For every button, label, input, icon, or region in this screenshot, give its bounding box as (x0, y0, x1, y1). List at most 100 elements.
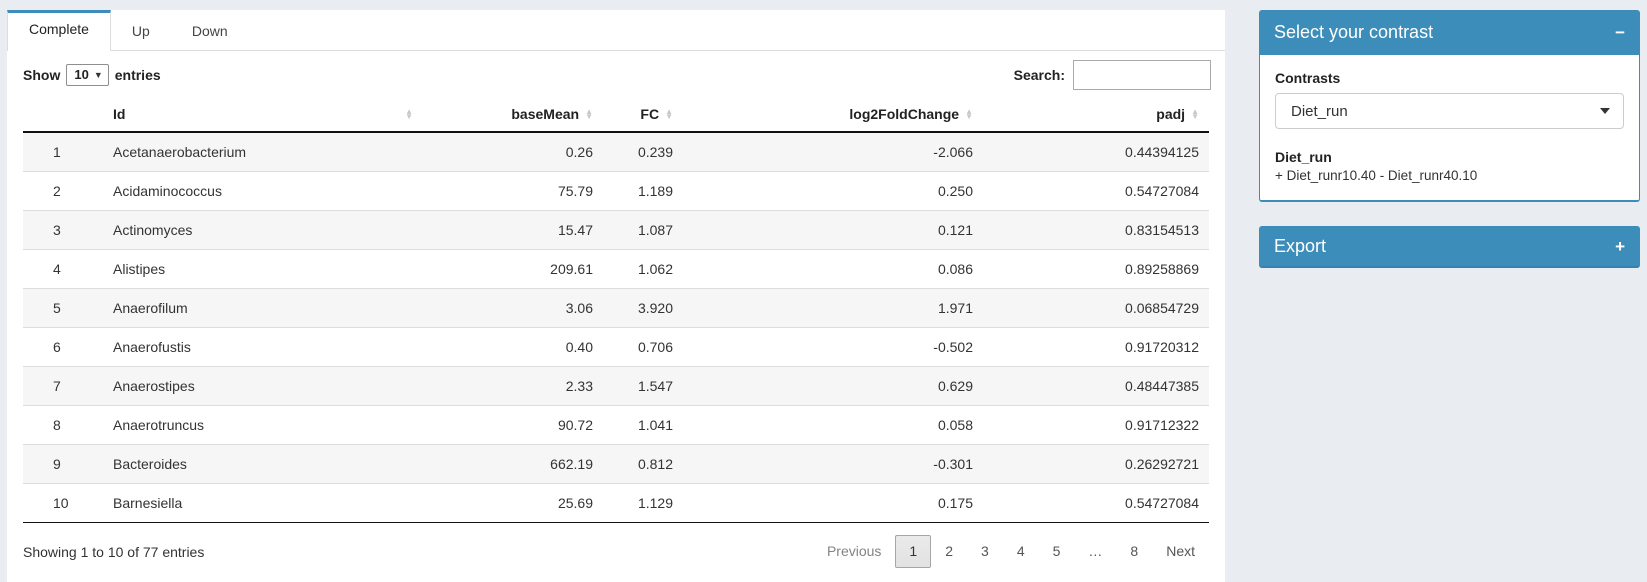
results-table-wrap: Id ▲ ▼ baseMean ▲ ▼ FC ▲ ▼ log2FoldChange ▲ ▼ padj ▲ ▼… (7, 97, 1225, 523)
entries-label: entries (114, 67, 161, 83)
table-cell: Actinomyces (103, 210, 423, 250)
table-cell: -0.502 (683, 327, 983, 367)
table-row: 10 Barnesiella 25.69 1.129 0.175 0.54727084 (23, 483, 1209, 523)
column-label: baseMean (511, 106, 580, 122)
page-button-8[interactable]: 8 (1130, 543, 1139, 559)
table-row: 6 Anaerofustis 0.40 0.706 -0.502 0.91720312 (23, 327, 1209, 367)
table-row: 1 Acetanaerobacterium 0.26 0.239 -2.066 0.443… (23, 132, 1209, 172)
table-cell: 0.40 (423, 327, 603, 367)
table-cell: 10 (23, 483, 103, 523)
table-cell: 3 (23, 210, 103, 250)
table-cell: 75.79 (423, 171, 603, 211)
table-cell: 90.72 (423, 405, 603, 445)
table-row: 9 Bacteroides 662.19 0.812 -0.301 0.26292721 (23, 444, 1209, 484)
column-label: FC (640, 106, 660, 122)
table-cell: 0.121 (683, 210, 983, 250)
table-cell: 0.06854729 (983, 288, 1209, 328)
search-label: Search: (1013, 67, 1065, 83)
table-row: 3 Actinomyces 15.47 1.087 0.121 0.83154513 (23, 210, 1209, 250)
page-button-2[interactable]: 2 (945, 543, 954, 559)
table-cell: 0.44394125 (983, 132, 1209, 172)
table-cell: Anaerotruncus (103, 405, 423, 445)
chevron-down-icon (1600, 108, 1610, 114)
sort-icon: ▲ ▼ (585, 107, 593, 121)
table-cell: 0.629 (683, 366, 983, 406)
table-cell: 1.129 (603, 483, 683, 523)
page-button-4[interactable]: 4 (1016, 543, 1025, 559)
column-header-basemean[interactable]: baseMean ▲ ▼ (423, 97, 603, 133)
results-card: Complete Up Down Show 10 ▼ entries Search:… (7, 10, 1225, 582)
table-cell: 0.706 (603, 327, 683, 367)
column-header-padj[interactable]: padj ▲ ▼ (983, 97, 1209, 133)
table-cell: Acetanaerobacterium (103, 132, 423, 172)
table-cell: 209.61 (423, 249, 603, 289)
table-cell: 0.89258869 (983, 249, 1209, 289)
page-button-previous[interactable]: Previous (826, 543, 882, 559)
table-cell: 0.26 (423, 132, 603, 172)
table-cell: 15.47 (423, 210, 603, 250)
column-header-id[interactable]: Id ▲ ▼ (103, 97, 423, 133)
search-input[interactable] (1073, 60, 1211, 90)
table-cell: 1.971 (683, 288, 983, 328)
table-cell: 8 (23, 405, 103, 445)
table-cell: Anaerofustis (103, 327, 423, 367)
sort-icon: ▲ ▼ (405, 107, 413, 121)
table-cell: 0.48447385 (983, 366, 1209, 406)
table-cell: Bacteroides (103, 444, 423, 484)
table-cell: 3.920 (603, 288, 683, 328)
table-cell: 0.239 (603, 132, 683, 172)
contrasts-label: Contrasts (1275, 70, 1341, 86)
page-button-5[interactable]: 5 (1052, 543, 1061, 559)
page-button-1[interactable]: 1 (895, 535, 932, 568)
table-row: 8 Anaerotruncus 90.72 1.041 0.058 0.91712322 (23, 405, 1209, 445)
chevron-down-icon: ▼ (93, 69, 103, 80)
contrast-detail-text: + Diet_runr10.40 - Diet_runr40.10 (1275, 168, 1478, 183)
table-cell: 0.250 (683, 171, 983, 211)
tab-up[interactable]: Up (131, 23, 150, 39)
table-cell: Barnesiella (103, 483, 423, 523)
table-cell: 25.69 (423, 483, 603, 523)
table-cell: 6 (23, 327, 103, 367)
tab-down[interactable]: Down (191, 23, 228, 39)
table-cell: 1.547 (603, 366, 683, 406)
page-button-3[interactable]: 3 (981, 543, 989, 559)
page-length-control: Show 10 ▼ entries (23, 64, 161, 86)
page-length-select[interactable]: 10 ▼ (66, 64, 109, 86)
contrast-detail-title: Diet_run (1275, 149, 1332, 165)
table-cell: 1.062 (603, 249, 683, 289)
table-cell: 0.91712322 (983, 405, 1209, 445)
export-box-header[interactable]: Export + (1259, 226, 1640, 268)
column-header-fc[interactable]: FC ▲ ▼ (603, 97, 683, 133)
contrast-box: Select your contrast − Contrasts Diet_ru… (1259, 10, 1640, 202)
sort-icon: ▲ ▼ (1191, 107, 1199, 121)
table-row: 5 Anaerofilum 3.06 3.920 1.971 0.06854729 (23, 288, 1209, 328)
table-cell: 1 (23, 132, 103, 172)
table-cell: 1.189 (603, 171, 683, 211)
table-row: 7 Anaerostipes 2.33 1.547 0.629 0.48447385 (23, 366, 1209, 406)
collapse-plus-icon[interactable]: + (1615, 236, 1625, 256)
table-cell: 0.175 (683, 483, 983, 523)
column-header-log2foldchange[interactable]: log2FoldChange ▲ ▼ (683, 97, 983, 133)
sort-icon: ▲ ▼ (665, 107, 673, 121)
table-cell: Anaerofilum (103, 288, 423, 328)
table-cell: 3.06 (423, 288, 603, 328)
table-cell: 0.83154513 (983, 210, 1209, 250)
table-cell: 0.54727084 (983, 483, 1209, 523)
pagination: Previous 1 2 3 4 5 … 8 Next (813, 535, 1209, 568)
contrast-box-header[interactable]: Select your contrast − (1259, 10, 1640, 55)
tab-complete[interactable]: Complete (7, 10, 111, 51)
tab-bar: Complete Up Down (7, 10, 1225, 51)
contrasts-select-value: Diet_run (1291, 102, 1348, 120)
page-button-next[interactable]: Next (1166, 543, 1195, 559)
collapse-minus-icon[interactable]: − (1615, 23, 1625, 42)
table-cell: 1.087 (603, 210, 683, 250)
column-label: padj (1156, 106, 1186, 122)
contrasts-select[interactable]: Diet_run (1275, 93, 1624, 129)
sort-icon: ▲ ▼ (965, 107, 973, 121)
table-cell: 0.812 (603, 444, 683, 484)
table-cell: Acidaminococcus (103, 171, 423, 211)
table-cell: Alistipes (103, 249, 423, 289)
table-cell: 2 (23, 171, 103, 211)
table-cell: 7 (23, 366, 103, 406)
